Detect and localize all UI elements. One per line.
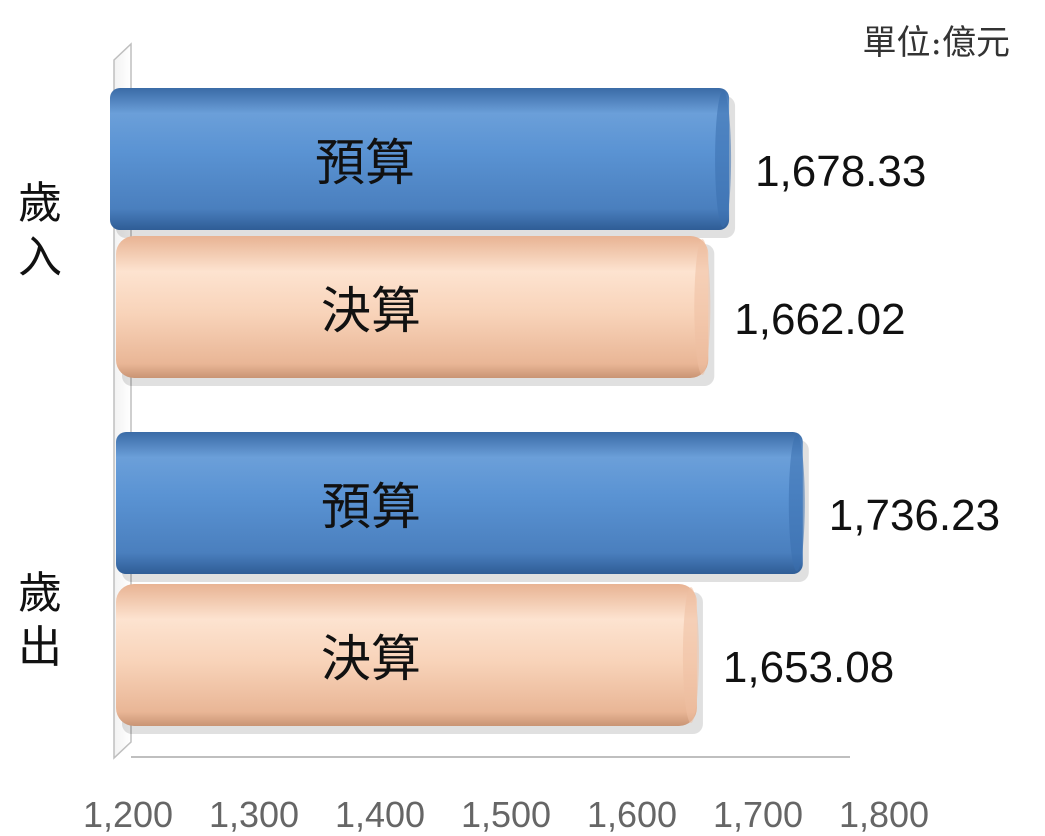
bar-value-label: 1,662.02 — [734, 295, 905, 344]
x-tick-label: 1,300 — [209, 794, 299, 835]
x-axis-ticks: 1,200 1,300 1,400 1,500 1,600 1,700 1,800 — [83, 794, 929, 835]
bar-end-cap — [682, 587, 699, 723]
bar-0-1: 決算 1,662.02 — [116, 236, 906, 386]
x-tick-label: 1,600 — [587, 794, 677, 835]
x-tick-label: 1,500 — [461, 794, 551, 835]
bar-body — [116, 236, 709, 378]
bar-value-label: 1,653.08 — [723, 643, 894, 692]
unit-label: 單位:億元 — [863, 23, 1010, 63]
bar-body — [110, 88, 730, 230]
bar-end-cap — [715, 91, 732, 227]
bar-category-label: 預算 — [321, 478, 421, 536]
bar-body — [116, 584, 697, 726]
bar-category-label: 預算 — [315, 134, 415, 192]
bar-value-label: 1,678.33 — [755, 147, 926, 196]
bar-category-label: 決算 — [321, 282, 421, 340]
bar-body — [116, 432, 803, 574]
bar-0-0: 預算 1,678.33 — [110, 88, 926, 238]
x-tick-label: 1,200 — [83, 794, 173, 835]
x-tick-label: 1,700 — [713, 794, 803, 835]
x-tick-label: 1,400 — [335, 794, 425, 835]
bar-1-1: 決算 1,653.08 — [116, 584, 894, 734]
bar-end-cap — [788, 435, 805, 571]
bar-end-cap — [694, 239, 711, 375]
bar-value-label: 1,736.23 — [829, 491, 1000, 540]
group-label: 歲入 — [18, 178, 62, 283]
bar-1-0: 預算 1,736.23 — [116, 432, 1000, 582]
x-tick-label: 1,800 — [839, 794, 929, 835]
group-label: 歲出 — [18, 568, 62, 673]
bar-category-label: 決算 — [321, 630, 421, 688]
